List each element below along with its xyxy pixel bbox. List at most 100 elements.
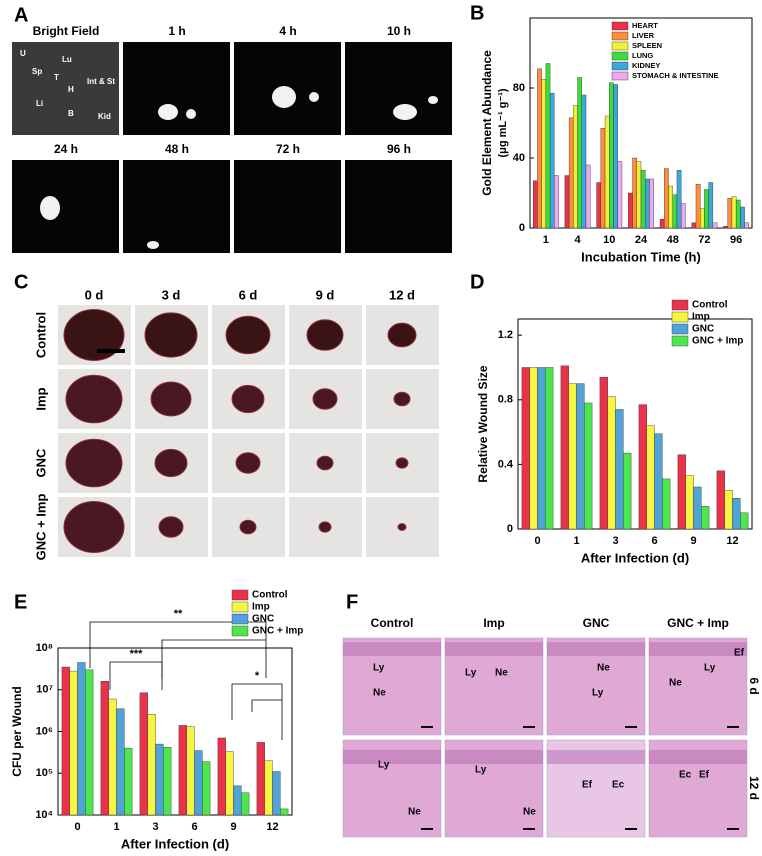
organ-label: Li [36,99,43,108]
bar [280,808,289,816]
legend-label: GNC [692,324,714,335]
f-annotation: Ly [373,663,385,674]
bar [613,84,618,229]
plot-frame [517,318,753,530]
bracket [161,639,266,678]
bar [735,199,741,229]
organ-label: T [54,73,59,82]
organ-label: Kid [98,112,111,121]
f-annotation: Ef [582,780,593,791]
bar [61,666,70,816]
scale-bar [727,726,739,728]
c-column-header: 3 d [162,287,181,302]
bar [646,425,655,530]
legend-swatch [231,589,249,601]
x-tick-label: 3 [152,821,158,833]
bar [233,785,242,816]
wound [63,309,125,361]
legend-swatch [611,51,629,61]
bar [607,396,616,530]
bar [581,94,587,229]
y-tick-label: 10⁷ [36,684,53,696]
f-annotation: Ne [495,668,508,679]
bar [155,743,164,816]
bar [545,63,551,229]
wound [312,388,338,410]
wound [144,312,198,358]
bar [677,454,686,530]
bar [585,164,591,229]
wound [150,381,192,417]
a-column-header: Bright Field [33,24,100,38]
x-tick-label: 0 [74,821,80,833]
histology-band [649,642,747,656]
scale-bar [625,828,637,830]
bar [704,189,709,229]
y-axis-label: Gold Element Abundance [480,50,494,196]
panel-letter: D [470,271,484,293]
bar [264,760,273,816]
legend-label: SPLEEN [632,41,662,50]
a-column-header: 48 h [165,142,189,156]
legend-swatch [231,613,249,625]
f-annotation: Ly [465,668,477,679]
bar [716,470,725,530]
bar [623,452,632,530]
x-tick-label: 3 [612,535,618,547]
a-column-header: 96 h [387,142,411,156]
wound [318,521,332,533]
f-annotation: Ne [669,678,682,689]
wound [235,452,261,474]
organ-label: H [68,85,74,94]
bar [241,792,250,816]
bar [604,115,610,229]
bar [194,750,203,816]
legend-label: GNC + Imp [252,626,303,637]
wound [65,374,123,424]
bar [272,771,281,816]
legend-swatch [231,625,249,637]
x-axis-label: After Infection (d) [121,836,229,851]
bar [628,192,633,229]
legend-label: Imp [692,312,710,323]
a-image [123,42,230,135]
bar [596,182,602,229]
wound [231,384,265,414]
fluorescence [309,92,319,102]
panel-letter: C [14,271,28,293]
fluorescence [393,104,417,120]
bar [732,498,741,530]
bar [521,367,530,530]
organ-label: Lu [62,55,72,64]
bar [645,178,650,229]
f-annotation: Ef [699,770,710,781]
legend-label: HEART [632,21,658,30]
bar [662,478,671,530]
f-annotation: Ne [408,807,421,818]
f-annotation: Ly [592,688,604,699]
y-axis-unit: (μg mL⁻¹ g⁻¹) [497,88,509,157]
bar [100,681,109,816]
bar [740,206,745,229]
x-tick-label: 9 [690,535,696,547]
bar [568,383,577,530]
wound [316,455,334,471]
legend-swatch [611,41,629,51]
f-annotation: Ec [612,780,625,791]
histology-band [343,750,441,764]
x-tick-label: 9 [230,821,236,833]
organ-label: Int & St [87,77,115,86]
a-column-header: 72 h [276,142,300,156]
wound [306,319,344,351]
bar [532,180,538,229]
f-annotation: Ne [373,688,386,699]
a-image [345,42,452,135]
c-column-header: 9 d [316,287,335,302]
bar [695,184,701,229]
x-tick-label: 24 [635,234,648,246]
bar [124,747,133,816]
bar [672,194,678,229]
fluorescence [158,104,178,120]
bar [69,670,78,816]
bar [724,490,733,530]
